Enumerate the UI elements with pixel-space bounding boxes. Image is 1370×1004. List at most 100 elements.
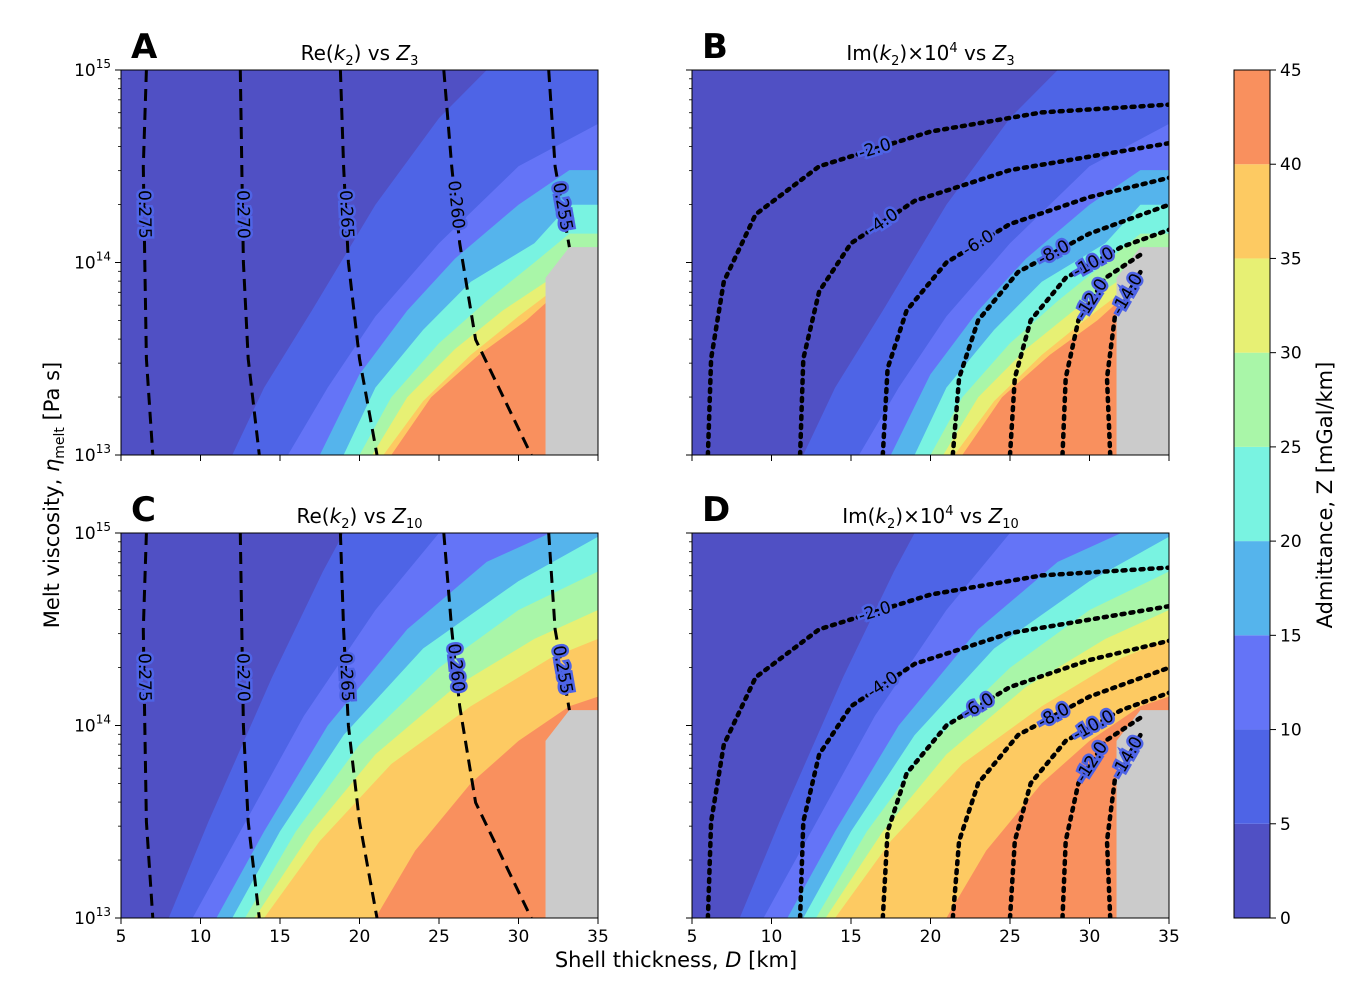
panel-a-contours [141, 70, 571, 455]
colorbar-swatch [1234, 635, 1270, 730]
contour-line [880, 638, 1169, 918]
x-tick-label: 20 [920, 927, 942, 947]
contour-line [950, 665, 1169, 918]
contour-label: 0.265 [335, 190, 357, 240]
contour-label: 0.265 [335, 653, 357, 703]
y-tick-label: 1014 [74, 713, 111, 737]
panel-title: Re(k2) vs Z10 [296, 504, 422, 532]
colorbar-tick-label: 20 [1280, 532, 1302, 552]
panel-letter: D [702, 490, 730, 530]
panel-title: Im(k2)×104 vs Z10 [842, 504, 1019, 532]
panel-b: -2.0-4.0-6.0 -8.0-10.0-12.0-14.0B Im(k2)×1… [686, 27, 1170, 461]
contour-line [1104, 732, 1143, 918]
y-tick-label: 1015 [74, 520, 111, 544]
x-tick-label: 15 [269, 927, 291, 947]
contour-line [797, 603, 1169, 918]
contour-line [705, 102, 1169, 455]
panel-letter: B [702, 27, 728, 67]
contour-line [338, 533, 379, 918]
contour-label: 0.275 [134, 190, 155, 239]
panel-c-contours [141, 533, 571, 918]
colorbar-tick-label: 15 [1280, 626, 1302, 646]
x-tick-label: 30 [508, 927, 530, 947]
colorbar-tick-label: 45 [1280, 61, 1302, 81]
contour-label: 0.275 [134, 653, 155, 702]
x-tick-label: 5 [687, 927, 698, 947]
panel-b-contours [705, 102, 1169, 455]
colorbar-tick-label: 10 [1280, 721, 1302, 741]
y-tick-label: 1013 [74, 905, 111, 929]
contour-line [141, 70, 155, 455]
colorbar-tick-label: 0 [1280, 909, 1291, 929]
panel-c-fills [121, 533, 598, 918]
y-tick-label: 1015 [74, 57, 111, 81]
contour-line [338, 70, 379, 455]
x-tick-label: 35 [1158, 927, 1180, 947]
x-tick-label: 10 [190, 927, 212, 947]
x-tick-label: 20 [349, 927, 371, 947]
x-tick-label: 35 [587, 927, 609, 947]
contour-line [880, 175, 1169, 455]
colorbar-tick-label: 5 [1280, 815, 1291, 835]
contour-label: 0.270 [232, 190, 253, 239]
no-data-region [545, 247, 598, 455]
colorbar-frame [1233, 69, 1271, 919]
contour-line [1007, 690, 1169, 918]
x-tick-label: 25 [999, 927, 1021, 947]
contour-line [547, 533, 571, 711]
panel-letter: C [131, 490, 156, 530]
colorbar-tick-label: 40 [1280, 155, 1302, 175]
colorbar-swatch [1234, 541, 1270, 636]
contour-label: 0.270 [232, 653, 253, 702]
colorbar-tick-label: 30 [1280, 344, 1302, 364]
colorbar-swatch [1234, 729, 1270, 824]
x-tick-label: 25 [428, 927, 450, 947]
contour-line [442, 533, 533, 918]
contour-line [238, 533, 261, 918]
panel-a-fills [121, 70, 598, 455]
colorbar-swatch [1234, 446, 1270, 542]
panel-d: -2.0-4.0-6.0 -8.0-10.0-12.0-14.05 10 15 20 25… [686, 490, 1180, 947]
panel-b-fills [692, 70, 1169, 455]
contour-line [1060, 715, 1143, 918]
contour-line [238, 70, 261, 455]
contour-line [141, 533, 155, 918]
panel-d-contours [705, 565, 1169, 918]
x-tick-label: 30 [1079, 927, 1101, 947]
fill-band-40 [375, 696, 598, 918]
colorbar-tick-label: 35 [1280, 249, 1302, 269]
no-data-region [1116, 247, 1169, 455]
colorbar-swatch [1234, 823, 1270, 918]
contour-line [1007, 227, 1169, 455]
y-axis-label: Melt viscosity, ηmelt [Pa s] [40, 362, 68, 628]
contour-line [797, 140, 1169, 455]
colorbar-swatch [1234, 70, 1270, 165]
no-data-region [545, 710, 598, 918]
colorbar-label: Admittance, Z [mGal/km] [1313, 362, 1337, 629]
panel-letter: A [131, 27, 158, 67]
panel-d-fills [692, 533, 1169, 918]
x-axis-label: Shell thickness, D [km] [555, 948, 797, 972]
contour-line [705, 565, 1169, 918]
y-tick-label: 1014 [74, 250, 111, 274]
contour-line [1060, 252, 1143, 455]
colorbar-swatch [1234, 352, 1270, 447]
panel-title: Im(k2)×104 vs Z3 [846, 41, 1014, 69]
y-tick-label: 1013 [74, 442, 111, 466]
contour-line [950, 202, 1169, 455]
colorbar: 0 5 10 15 20 25 30 35 40 45 [1233, 61, 1302, 929]
colorbar-tick-label: 25 [1280, 438, 1302, 458]
colorbar-swatch [1234, 164, 1270, 259]
panel-title: Re(k2) vs Z3 [301, 41, 419, 69]
contour-line [1104, 269, 1143, 455]
x-tick-label: 10 [761, 927, 783, 947]
x-tick-label: 15 [840, 927, 862, 947]
contour-label: 0.260 [443, 180, 468, 230]
contour-line [442, 70, 533, 455]
x-tick-label: 5 [116, 927, 127, 947]
fill-band-40 [946, 696, 1169, 918]
